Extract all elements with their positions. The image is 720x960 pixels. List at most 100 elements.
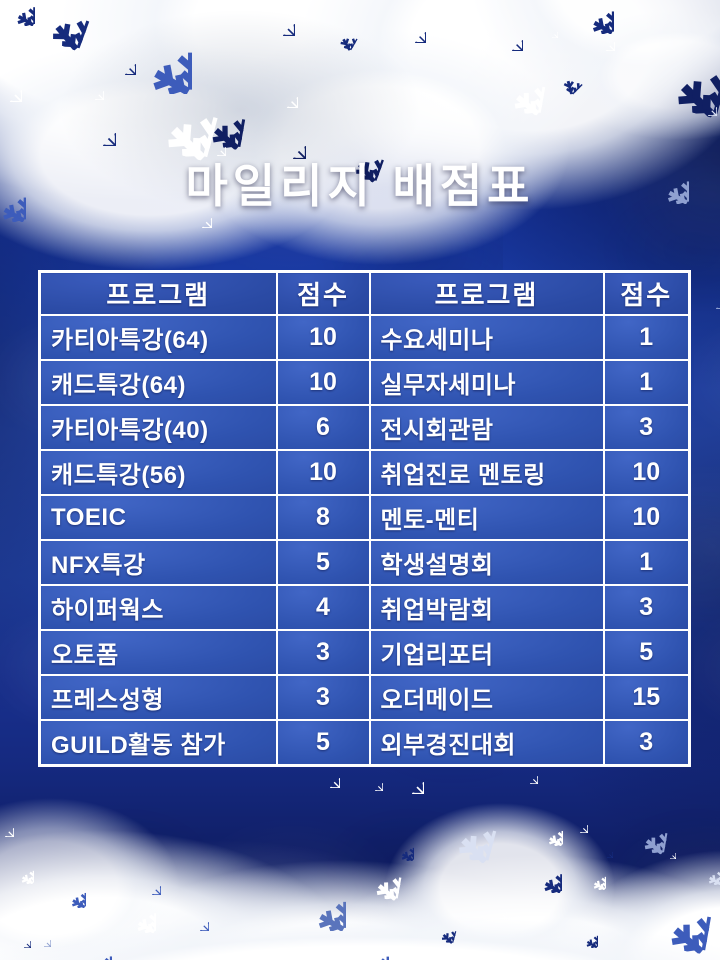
table-header-score-left: 점수 xyxy=(275,270,371,316)
table-cell-program: NFX특강 xyxy=(38,539,278,586)
snowflake-icon xyxy=(578,862,606,890)
table-row: 카티아특강(64) 10 수요세미나 1 xyxy=(38,314,691,361)
table-row: 프레스성형 3 오더메이드 15 xyxy=(38,674,691,721)
snowflake-icon xyxy=(14,0,101,52)
sparkle-snowflake-icon xyxy=(28,899,46,917)
table-cell-program: 취업박람회 xyxy=(368,584,605,631)
sparkle-snowflake-icon xyxy=(86,905,102,921)
sparkle-snowflake-icon xyxy=(320,768,340,788)
table-cell-score: 10 xyxy=(275,449,371,496)
table-row: 하이퍼웍스 4 취업박람회 3 xyxy=(38,584,691,631)
sparkle-snowflake-icon xyxy=(572,817,588,833)
sparkle-snowflake-icon xyxy=(191,913,209,931)
snowflake-icon xyxy=(531,814,563,846)
table-cell-program: 수요세미나 xyxy=(368,314,605,361)
sparkle-snowflake-icon xyxy=(597,33,615,51)
table-header-row: 프로그램 점수 프로그램 점수 xyxy=(38,270,691,316)
table-row: TOEIC 8 멘토-멘티 10 xyxy=(38,494,691,541)
sparkle-snowflake-icon xyxy=(400,770,424,794)
table-cell-score: 10 xyxy=(275,359,371,406)
table-row: 카티아특강(40) 6 전시회관람 3 xyxy=(38,404,691,451)
sparkle-snowflake-icon xyxy=(143,877,161,895)
table-cell-program: 오토폼 xyxy=(38,629,278,676)
table-row: 캐드특강(56) 10 취업진로 멘토링 10 xyxy=(38,449,691,496)
table-cell-program: 오더메이드 xyxy=(368,674,605,721)
sparkle-snowflake-icon xyxy=(90,120,116,146)
snowflake-icon xyxy=(114,891,156,933)
table-cell-program: GUILD활동 참가 xyxy=(38,719,278,767)
snowflake-icon xyxy=(54,876,86,908)
points-table: 프로그램 점수 프로그램 점수 카티아특강(64) 10 수요세미나 1 캐드특강(64… xyxy=(38,270,691,767)
sparkle-snowflake-icon xyxy=(493,905,507,919)
snowflake-icon xyxy=(626,862,719,955)
table-cell-score: 15 xyxy=(602,674,691,721)
table-cell-score: 4 xyxy=(275,584,371,631)
table-cell-program: 멘토-멘티 xyxy=(368,494,605,541)
table-cell-program: 취업진로 멘토링 xyxy=(368,449,605,496)
table-cell-score: 10 xyxy=(602,449,691,496)
table-row: 오토폼 3 기업리포터 5 xyxy=(38,629,691,676)
snowflake-icon xyxy=(335,928,389,960)
table-cell-program: 학생설명회 xyxy=(368,539,605,586)
table-cell-program: 기업리포터 xyxy=(368,629,605,676)
sparkle-snowflake-icon xyxy=(664,847,676,859)
table-cell-score: 5 xyxy=(602,629,691,676)
sparkle-snowflake-icon xyxy=(86,82,104,100)
table-cell-score: 6 xyxy=(275,404,371,451)
table-cell-program: 실무자세미나 xyxy=(368,359,605,406)
table-row: NFX특강 5 학생설명회 1 xyxy=(38,539,691,586)
table-cell-program: TOEIC xyxy=(38,494,278,541)
snowflake-icon xyxy=(402,939,438,960)
table-cell-program: 전시회관람 xyxy=(368,404,605,451)
sparkle-snowflake-icon xyxy=(546,26,558,38)
snowflake-icon xyxy=(200,941,234,960)
table-cell-program: 카티아특강(40) xyxy=(38,404,278,451)
snowflake-icon xyxy=(284,869,346,931)
snowflake-icon xyxy=(418,776,506,864)
snowflake-icon xyxy=(479,44,551,116)
snowflake-icon xyxy=(566,0,614,34)
snowflake-icon xyxy=(572,922,598,948)
slide-title: 마일리지 배점표 xyxy=(185,160,535,212)
sparkle-snowflake-icon xyxy=(0,819,14,837)
sparkle-snowflake-icon xyxy=(705,287,720,309)
table-cell-score: 5 xyxy=(275,719,371,767)
table-cell-program: 외부경진대회 xyxy=(368,719,605,767)
table-header-program-left: 프로그램 xyxy=(38,270,278,316)
snowflake-icon xyxy=(6,856,34,884)
table-cell-score: 5 xyxy=(275,539,371,586)
table-header-score-right: 점수 xyxy=(602,270,691,316)
snowflake-icon xyxy=(64,931,112,960)
sparkle-snowflake-icon xyxy=(37,933,51,947)
sparkle-snowflake-icon xyxy=(699,98,717,116)
sparkle-snowflake-icon xyxy=(367,775,383,791)
sparkle-snowflake-icon xyxy=(404,21,426,43)
sparkle-snowflake-icon xyxy=(601,846,613,858)
table-cell-program: 카티아특강(64) xyxy=(38,314,278,361)
table-cell-score: 1 xyxy=(602,359,691,406)
table-cell-score: 10 xyxy=(275,314,371,361)
table-cell-score: 3 xyxy=(602,719,691,767)
table-cell-score: 3 xyxy=(602,584,691,631)
table-header-program-right: 프로그램 xyxy=(368,270,605,316)
sparkle-snowflake-icon xyxy=(522,768,538,784)
table-cell-program: 하이퍼웍스 xyxy=(38,584,278,631)
table-cell-score: 3 xyxy=(602,404,691,451)
snowflake-icon xyxy=(549,50,594,95)
table-cell-program: 캐드특강(64) xyxy=(38,359,278,406)
table-row: 캐드특강(64) 10 실무자세미나 1 xyxy=(38,359,691,406)
sparkle-snowflake-icon xyxy=(0,78,22,102)
table-cell-score: 3 xyxy=(275,674,371,721)
table-cell-score: 10 xyxy=(602,494,691,541)
table-cell-program: 프레스성형 xyxy=(38,674,278,721)
table-row: GUILD활동 참가 5 외부경진대회 3 xyxy=(38,719,691,767)
snowflake-icon xyxy=(325,11,366,52)
snowflake-icon xyxy=(522,853,562,893)
sparkle-snowflake-icon xyxy=(17,934,31,948)
table-cell-score: 8 xyxy=(275,494,371,541)
sparkle-snowflake-icon xyxy=(271,12,295,36)
table-cell-score: 1 xyxy=(602,314,691,361)
sparkle-snowflake-icon xyxy=(276,86,298,108)
snowflake-icon xyxy=(348,843,406,901)
